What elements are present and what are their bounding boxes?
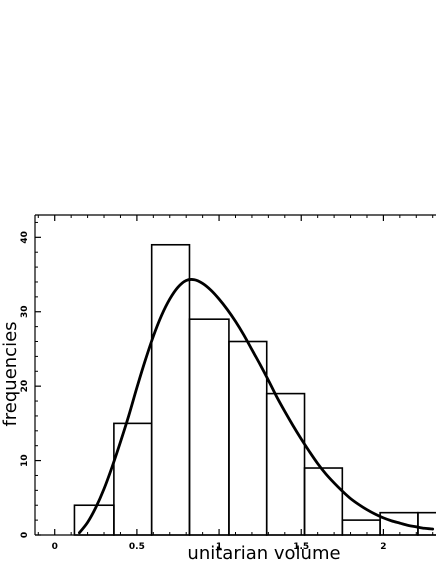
histogram-bar (303, 467, 344, 536)
histogram-bar (341, 519, 381, 536)
bars-layer (73, 243, 436, 536)
x-tick-label: 1.5 (293, 542, 309, 552)
histogram-bar (228, 340, 268, 536)
y-tick-label: 40 (20, 231, 30, 244)
x-axis-title: unitarian volume (187, 543, 340, 564)
x-tick-label: 0 (52, 542, 58, 552)
histogram-bar (188, 318, 230, 536)
y-tick-label: 20 (20, 380, 30, 393)
y-axis-title: frequencies (0, 321, 21, 426)
curve-layer (77, 278, 435, 535)
x-tick-label: 1 (216, 542, 222, 552)
axes-layer (34, 214, 436, 536)
x-tick-label: 2 (380, 542, 386, 552)
fit-curve-line (77, 278, 435, 535)
y-tick-label: 10 (20, 454, 30, 467)
histogram-bar (417, 511, 436, 536)
y-tick-label: 30 (20, 305, 30, 318)
x-tick-label: 0.5 (129, 542, 145, 552)
histogram-bar (265, 392, 306, 536)
histogram-bar (150, 243, 191, 536)
histogram-bar (113, 422, 153, 536)
y-tick-label: 0 (20, 532, 30, 538)
